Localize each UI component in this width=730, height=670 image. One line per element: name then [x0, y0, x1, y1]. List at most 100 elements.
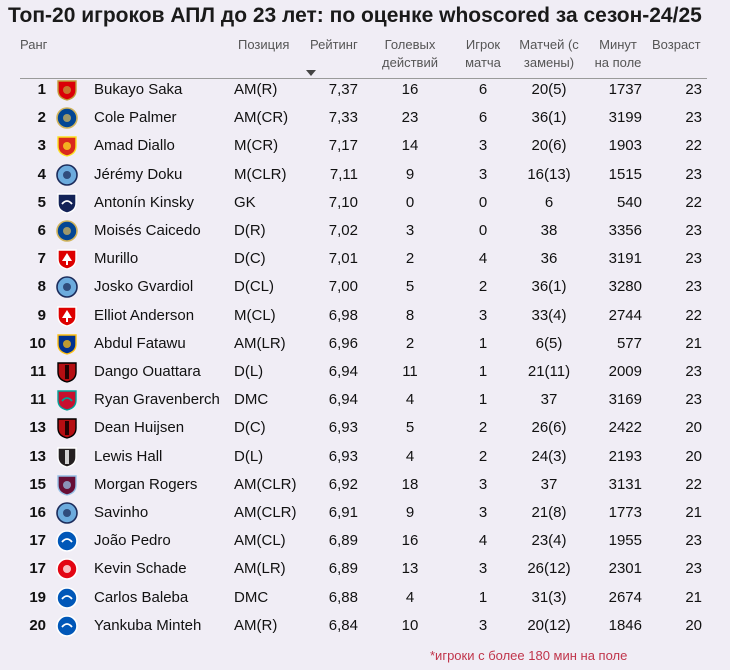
table-row[interactable]: 20 Yankuba Minteh AM(R) 6,84 10 3 20(12) 1846 20: [0, 612, 730, 640]
rating-cell: 6,92: [328, 475, 358, 493]
apps-cell: 6: [544, 193, 554, 211]
player-name-cell: Morgan Rogers: [94, 475, 198, 493]
header-age[interactable]: Возраст: [652, 37, 701, 52]
table-row[interactable]: 11 Dango Ouattara D(L) 6,94 11 1 21(11) 2009 23: [0, 358, 730, 386]
table-row[interactable]: 15 Morgan Rogers AM(CLR) 6,92 18 3 37 3131 22: [0, 471, 730, 499]
age-cell: 23: [685, 222, 702, 239]
table-row[interactable]: 17 João Pedro AM(CL) 6,89 16 4 23(4) 1955 23: [0, 527, 730, 555]
arsenal-club-badge-icon: [56, 79, 78, 101]
rating-cell: 7,10: [328, 193, 358, 211]
minutes-cell: 3191: [608, 250, 642, 268]
table-row[interactable]: 8 Josko Gvardiol D(CL) 7,00 5 2 36(1) 3280 23: [0, 273, 730, 301]
age-cell: 20: [685, 419, 702, 437]
rank-cell: 7: [37, 250, 46, 268]
minutes-cell: 3199: [608, 109, 642, 127]
header-goal-actions-line2: действий: [382, 55, 438, 70]
goal-actions-cell: 14: [401, 137, 419, 155]
rank-cell: 9: [37, 306, 46, 324]
age-cell: 23: [685, 391, 702, 409]
apps-cell: 33(4): [531, 306, 567, 324]
goal-actions-cell: 16: [401, 81, 419, 98]
player-name-cell: Moisés Caicedo: [94, 222, 201, 239]
minutes-cell: 1773: [608, 504, 642, 521]
table-row[interactable]: 3 Amad Diallo M(CR) 7,17 14 3 20(6) 1903 22: [0, 132, 730, 160]
player-name-cell: Dango Ouattara: [94, 363, 201, 380]
age-cell: 22: [685, 475, 702, 493]
rank-cell: 11: [30, 363, 46, 380]
rating-cell: 6,93: [328, 419, 358, 437]
player-name-cell: Murillo: [94, 250, 139, 268]
table-row[interactable]: 1 Bukayo Saka AM(R) 7,37 16 6 20(5) 1737 23: [0, 76, 730, 104]
rank-cell: 20: [29, 616, 46, 634]
header-man-of-match[interactable]: Игрок матча: [456, 36, 510, 72]
player-name-cell: Savinho: [94, 504, 149, 521]
player-name-cell: Ryan Gravenberch: [94, 391, 220, 409]
header-divider: [20, 78, 707, 79]
table-row[interactable]: 11 Ryan Gravenberch DMC 6,94 4 1 37 3169 23: [0, 386, 730, 414]
header-minutes-line1: Минут: [599, 37, 637, 52]
rating-cell: 7,00: [328, 278, 358, 296]
table-row[interactable]: 13 Lewis Hall D(L) 6,93 4 2 24(3) 2193 20: [0, 443, 730, 471]
header-goal-actions[interactable]: Голевых действий: [378, 36, 442, 72]
minutes-cell: 2193: [608, 447, 642, 465]
position-cell: AM(CLR): [234, 504, 297, 521]
table-row[interactable]: 13 Dean Huijsen D(C) 6,93 5 2 26(6) 2422 20: [0, 414, 730, 442]
table-row[interactable]: 17 Kevin Schade AM(LR) 6,89 13 3 26(12) 2301 23: [0, 555, 730, 583]
header-position[interactable]: Позиция: [238, 37, 290, 52]
apps-cell: 26(6): [531, 419, 567, 437]
man-of-match-cell: 1: [478, 588, 488, 606]
table-row[interactable]: 16 Savinho AM(CLR) 6,91 9 3 21(8) 1773 21: [0, 499, 730, 527]
header-rating[interactable]: Рейтинг: [310, 37, 358, 52]
rank-cell: 10: [29, 334, 46, 352]
goal-actions-cell: 18: [401, 475, 419, 493]
header-mom-line2: матча: [465, 55, 501, 70]
header-minutes[interactable]: Минут на поле: [588, 36, 648, 72]
man-utd-club-badge-icon: [56, 135, 78, 158]
man-of-match-cell: 3: [478, 165, 488, 183]
rating-cell: 7,11: [329, 165, 358, 183]
man-of-match-cell: 4: [478, 532, 488, 550]
rating-cell: 6,96: [328, 334, 358, 352]
rank-cell: 3: [37, 137, 46, 155]
tottenham-club-badge-icon: [56, 192, 78, 214]
table-row[interactable]: 5 Antonín Kinsky GK 7,10 0 0 6 540 22: [0, 189, 730, 217]
man-of-match-cell: 6: [478, 109, 488, 127]
table-row[interactable]: 9 Elliot Anderson M(CL) 6,98 8 3 33(4) 2744 22: [0, 302, 730, 330]
age-cell: 22: [685, 193, 702, 211]
player-name-cell: João Pedro: [94, 532, 171, 550]
rank-cell: 17: [29, 532, 46, 550]
goal-actions-cell: 23: [401, 109, 419, 127]
table-row[interactable]: 19 Carlos Baleba DMC 6,88 4 1 31(3) 2674 21: [0, 584, 730, 612]
rating-cell: 6,84: [328, 616, 358, 634]
goal-actions-cell: 0: [405, 193, 415, 211]
rating-cell: 6,89: [328, 532, 358, 550]
header-apps-line1: Матчей (с: [519, 37, 579, 52]
header-apps-line2: замены): [523, 55, 575, 70]
player-name-cell: Abdul Fatawu: [94, 334, 186, 352]
sort-descending-icon[interactable]: [306, 70, 316, 76]
man-of-match-cell: 0: [478, 222, 488, 239]
apps-cell: 37: [540, 475, 558, 493]
minutes-cell: 1903: [608, 137, 642, 155]
minutes-cell: 2422: [608, 419, 642, 437]
apps-cell: 31(3): [531, 588, 567, 606]
table-row[interactable]: 7 Murillo D(C) 7,01 2 4 36 3191 23: [0, 245, 730, 273]
table-row[interactable]: 2 Cole Palmer AM(CR) 7,33 23 6 36(1) 3199 23: [0, 104, 730, 132]
age-cell: 20: [685, 447, 702, 465]
goal-actions-cell: 10: [401, 616, 419, 634]
table-row[interactable]: 10 Abdul Fatawu AM(LR) 6,96 2 1 6(5) 577 21: [0, 330, 730, 358]
brentford-club-badge-icon: [56, 558, 78, 581]
apps-cell: 38: [540, 222, 558, 239]
man-of-match-cell: 1: [478, 334, 488, 352]
age-cell: 22: [685, 137, 702, 155]
man-of-match-cell: 3: [478, 137, 488, 155]
header-rank[interactable]: Ранг: [20, 37, 48, 52]
minutes-cell: 540: [616, 193, 642, 211]
age-cell: 20: [685, 616, 702, 634]
table-row[interactable]: 6 Moisés Caicedo D(R) 7,02 3 0 38 3356 23: [0, 217, 730, 245]
table-row[interactable]: 4 Jérémy Doku M(CLR) 7,11 9 3 16(13) 1515 23: [0, 161, 730, 189]
rating-cell: 6,94: [328, 363, 358, 380]
header-apps[interactable]: Матчей (с замены): [514, 36, 584, 72]
age-cell: 21: [685, 504, 702, 521]
goal-actions-cell: 9: [405, 165, 415, 183]
